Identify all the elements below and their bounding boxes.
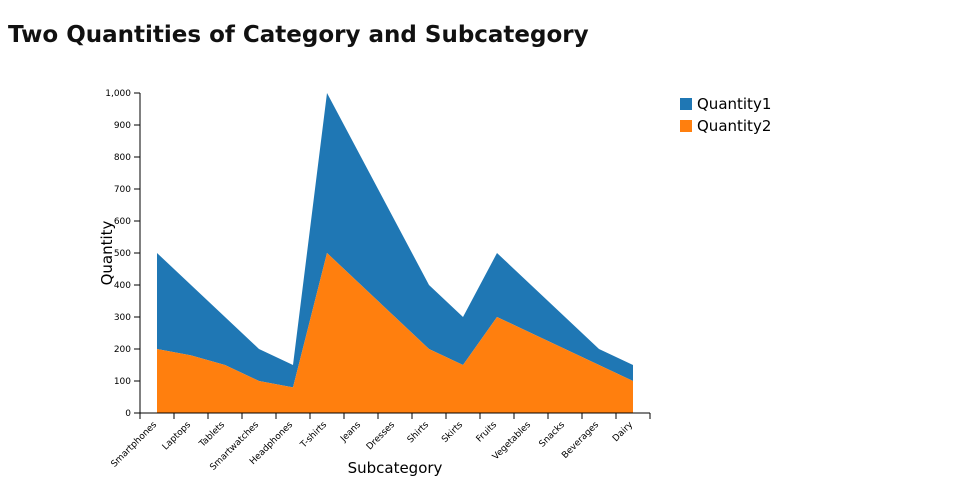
y-tick-label: 600 <box>114 217 131 227</box>
chart-title: Two Quantities of Category and Subcatego… <box>8 22 589 48</box>
area-series-quantity2 <box>157 253 633 413</box>
x-tick-label: Laptops <box>161 420 194 453</box>
y-tick-label: 0 <box>125 409 131 419</box>
y-tick-label: 100 <box>114 377 131 387</box>
x-tick-label: Beverages <box>560 420 601 461</box>
y-axis-label: Quantity <box>98 220 116 285</box>
x-tick-label: Dairy <box>611 420 635 444</box>
x-tick-label: Smartphones <box>110 420 160 470</box>
legend: Quantity1 Quantity2 <box>680 95 771 135</box>
y-tick-label: 200 <box>114 345 131 355</box>
legend-swatch <box>680 98 692 110</box>
x-tick-label: Snacks <box>538 420 568 450</box>
x-tick-label: Fruits <box>475 420 500 445</box>
x-tick-label: Jeans <box>338 420 363 445</box>
x-tick-label: Tablets <box>197 420 227 450</box>
area-layers <box>157 93 633 413</box>
y-tick-label: 900 <box>114 121 131 131</box>
y-tick-label: 400 <box>114 281 131 291</box>
x-tick-label: Shirts <box>406 420 432 446</box>
legend-swatch <box>680 120 692 132</box>
legend-label: Quantity1 <box>697 95 771 113</box>
x-tick-label: Skirts <box>440 420 465 445</box>
y-tick-label: 1,000 <box>105 89 131 99</box>
area-series-quantity1 <box>157 93 633 388</box>
y-tick-label: 500 <box>114 249 131 259</box>
x-axis-label: Subcategory <box>348 459 443 477</box>
x-tick-label: Dresses <box>365 420 397 452</box>
y-tick-label: 800 <box>114 153 131 163</box>
y-tick-label: 300 <box>114 313 131 323</box>
legend-label: Quantity2 <box>697 117 771 135</box>
y-tick-label: 700 <box>114 185 131 195</box>
x-tick-label: T-shirts <box>298 420 329 451</box>
y-axis: 0 100 200 300 400 500 600 700 800 900 1,000 <box>105 89 141 419</box>
